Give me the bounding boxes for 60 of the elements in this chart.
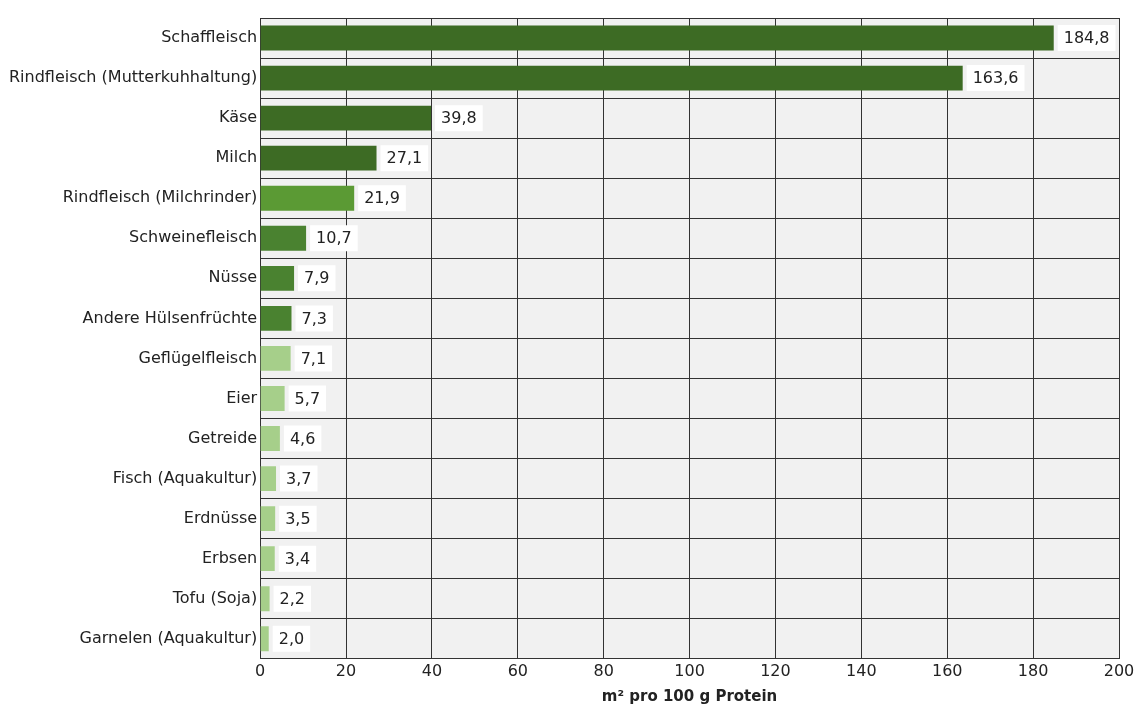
data-label: 7,3 <box>301 308 327 328</box>
x-tick-label: 40 <box>421 660 443 680</box>
bar <box>260 265 295 291</box>
data-label: 7,9 <box>304 268 330 288</box>
x-tick-label: 180 <box>1017 660 1049 680</box>
y-tick-label: Getreide <box>188 427 258 447</box>
bar <box>260 65 963 91</box>
y-tick-label: Fisch (Aquakultur) <box>112 467 258 487</box>
y-tick-label: Geflügelfleisch <box>138 347 258 367</box>
bar <box>260 386 285 411</box>
x-tick-label: 20 <box>335 660 357 680</box>
data-label: 27,1 <box>386 148 423 168</box>
x-tick-label: 120 <box>760 660 791 680</box>
data-label: 3,4 <box>284 548 311 568</box>
x-tick-label: 200 <box>1103 660 1135 680</box>
y-tick-label: Garnelen (Aquakultur) <box>79 627 258 647</box>
y-tick-label: Erbsen <box>201 547 258 567</box>
data-label: 3,7 <box>286 468 312 488</box>
x-tick-label: 60 <box>507 660 528 680</box>
y-tick-label: Rindfleisch (Milchrinder) <box>62 187 258 207</box>
y-tick-label: Nüsse <box>208 267 258 287</box>
y-tick-label: Schweinefleisch <box>129 227 258 247</box>
y-tick-label: Erdnüsse <box>183 507 258 527</box>
x-tick-label: 160 <box>931 660 963 680</box>
y-tick-label: Eier <box>226 387 258 407</box>
bar <box>260 426 280 451</box>
bar <box>260 586 270 612</box>
data-label: 39,8 <box>441 108 477 128</box>
x-tick-label: 80 <box>593 660 614 680</box>
x-tick-label: 0 <box>255 660 266 680</box>
y-tick-label: Tofu (Soja) <box>171 587 258 607</box>
data-label: 2,2 <box>279 588 306 608</box>
bar <box>260 305 292 331</box>
y-tick-label: Milch <box>215 147 258 167</box>
data-label: 184,8 <box>1063 28 1110 48</box>
data-label: 7,1 <box>300 348 327 368</box>
data-label: 10,7 <box>316 228 352 248</box>
bar <box>260 25 1054 51</box>
y-tick-label: Käse <box>218 107 258 127</box>
bar <box>260 225 307 251</box>
bar <box>260 145 377 171</box>
y-tick-label: Schaffleisch <box>161 27 258 47</box>
data-label: 2,0 <box>278 628 305 648</box>
x-tick-label: 100 <box>674 660 705 680</box>
bar <box>260 185 355 211</box>
bar <box>260 105 432 131</box>
y-tick-label: Andere Hülsenfrüchte <box>82 307 258 327</box>
bar <box>260 546 275 572</box>
bar <box>260 506 276 532</box>
data-label: 21,9 <box>364 188 400 208</box>
data-label: 5,7 <box>294 388 321 408</box>
x-axis-title: m² pro 100 g Protein <box>601 686 778 705</box>
data-label: 4,6 <box>289 428 316 448</box>
data-label: 163,6 <box>972 68 1019 88</box>
y-tick-label: Rindfleisch (Mutterkuhhaltung) <box>9 67 258 87</box>
data-label: 3,5 <box>285 508 311 528</box>
bar <box>260 626 269 652</box>
x-tick-label: 140 <box>846 660 877 680</box>
bar <box>260 466 277 491</box>
bar <box>260 346 291 371</box>
